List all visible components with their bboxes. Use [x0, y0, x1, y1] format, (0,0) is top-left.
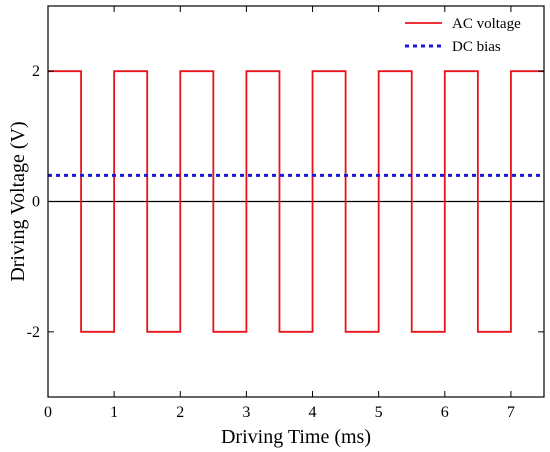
x-tick-label: 5 — [375, 404, 383, 421]
x-tick-label: 2 — [176, 404, 184, 421]
legend-label-1: DC bias — [452, 39, 501, 55]
x-tick-label: 1 — [110, 404, 118, 421]
x-tick-label: 3 — [242, 404, 250, 421]
y-axis-title: Driving Voltage (V) — [7, 121, 29, 281]
x-tick-label: 7 — [507, 404, 515, 421]
x-tick-label: 6 — [441, 404, 449, 421]
legend: AC voltage DC bias — [405, 16, 521, 55]
plot-layer — [48, 70, 544, 333]
x-tick-label: 0 — [44, 404, 52, 421]
x-axis-title: Driving Time (ms) — [221, 426, 371, 448]
x-tick-label: 4 — [309, 404, 317, 421]
y-tick-label: 2 — [32, 63, 40, 80]
series-line-0 — [48, 70, 544, 333]
y-tick-label: 0 — [32, 194, 40, 211]
legend-label-0: AC voltage — [452, 16, 521, 32]
y-tick-label: -2 — [27, 324, 40, 341]
ticks-layer: 0 1 2 3 4 5 6 7 -2 0 2 — [27, 6, 544, 421]
